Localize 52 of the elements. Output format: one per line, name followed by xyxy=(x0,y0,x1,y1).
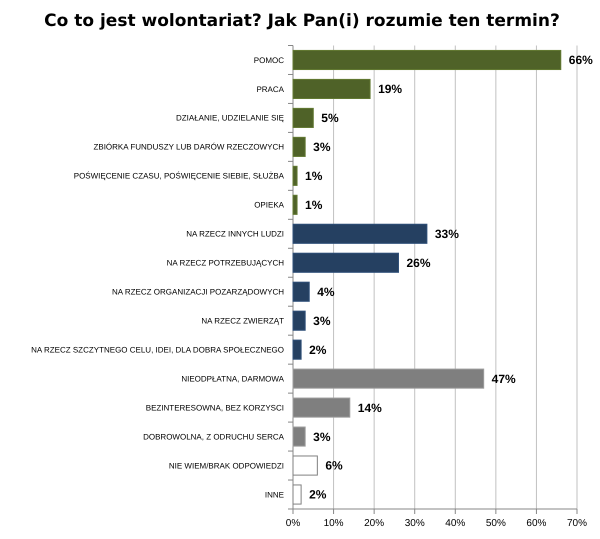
y-tick-label: DOBROWOLNA, Z ODRUCHU SERCA xyxy=(143,432,285,442)
y-tick-label: BEZINTERESOWNA, BEZ KORZYSCI xyxy=(146,403,284,412)
y-tick-label: NA RZECZ ZWIERZĄT xyxy=(201,316,284,326)
bar xyxy=(292,50,562,70)
x-tick-label: 30% xyxy=(404,518,425,529)
y-tick-label: ZBIÓRKA FUNDUSZY LUB DARÓW RZECZOWYCH xyxy=(93,142,284,152)
chart-title: Co to jest wolontariat? Jak Pan(i) rozumie ten termin? xyxy=(44,11,560,31)
y-tick-label: NA RZECZ SZCZYTNEGO CELU, IDEI, DLA DOBRA SPOŁECZNEGO xyxy=(31,345,284,354)
data-label: 5% xyxy=(321,111,339,126)
data-label: 2% xyxy=(309,342,327,357)
data-label: 19% xyxy=(378,82,402,96)
data-label: 26% xyxy=(406,256,431,270)
y-tick-label: POŚWIĘCENIE CZASU, POŚWIĘCENIE SIEBIE, SŁUŻBA xyxy=(74,170,285,181)
bar xyxy=(292,224,428,244)
bar xyxy=(292,108,314,128)
bar xyxy=(292,194,298,215)
bar xyxy=(292,340,302,360)
bar xyxy=(292,78,371,100)
bar xyxy=(292,166,298,186)
data-label: 47% xyxy=(492,372,516,386)
data-label: 4% xyxy=(317,284,335,299)
bar xyxy=(292,136,306,157)
x-tick-label: 40% xyxy=(445,518,466,529)
y-tick-label: NIE WIEM/BRAK ODPOWIEDZI xyxy=(168,461,284,470)
y-tick-label: OPIEKA xyxy=(254,200,285,210)
bar xyxy=(292,310,306,331)
data-label: 66% xyxy=(568,53,594,68)
data-label: 14% xyxy=(358,400,382,415)
data-label: 6% xyxy=(325,458,344,473)
x-tick-label: 60% xyxy=(526,518,547,529)
x-tick-label: 70% xyxy=(566,518,588,529)
data-label: 1% xyxy=(305,198,323,212)
y-tick-label: DZIAŁANIE, UDZIELANIE SIĘ xyxy=(176,114,284,123)
x-tick-label: 10% xyxy=(324,518,344,529)
y-tick-label: NA RZECZ INNYCH LUDZI xyxy=(186,230,284,239)
bar xyxy=(292,282,310,302)
x-tick-label: 50% xyxy=(486,518,506,529)
x-tick-label: 20% xyxy=(364,518,384,529)
data-label: 3% xyxy=(313,314,331,328)
data-label: 3% xyxy=(313,140,331,154)
bar xyxy=(292,252,399,273)
data-label: 1% xyxy=(305,169,323,184)
y-tick-label: NA RZECZ POTRZEBUJĄCYCH xyxy=(166,258,284,268)
x-tick-label: 0% xyxy=(286,518,300,529)
data-label: 33% xyxy=(434,226,460,241)
y-tick-label: PRACA xyxy=(256,84,285,94)
y-tick-label: NIEODPŁATNA, DARMOWA xyxy=(181,374,285,384)
y-tick-label: NA RZECZ ORGANIZACJI POZARZĄDOWYCH xyxy=(112,288,284,297)
y-tick-label: INNE xyxy=(264,490,284,500)
data-label: 2% xyxy=(309,488,327,502)
data-label: 3% xyxy=(313,430,331,444)
y-tick-label: POMOC xyxy=(254,56,284,65)
